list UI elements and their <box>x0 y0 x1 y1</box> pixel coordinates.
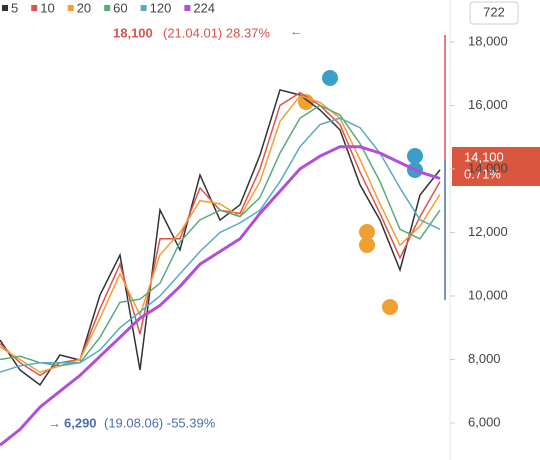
high-detail: (21.04.01) 28.37% <box>163 25 270 40</box>
current-price: 14,100 <box>464 149 504 164</box>
legend-label: 224 <box>193 0 215 15</box>
series-line <box>0 88 441 386</box>
period-button[interactable] <box>469 1 519 25</box>
legend-label: 60 <box>113 0 127 15</box>
legend-label: 120 <box>150 0 172 15</box>
legend-swatch <box>31 5 38 11</box>
legend-label: 10 <box>40 0 54 15</box>
y-tick-label: 14,000 <box>468 160 508 175</box>
y-tick-label: 8,000 <box>468 351 501 366</box>
low-price: 6,290 <box>64 415 97 430</box>
period-button-label: 722 <box>483 4 505 19</box>
y-tick-label: 10,000 <box>468 287 508 302</box>
legend-swatch <box>104 5 111 11</box>
series-line <box>0 117 441 373</box>
series-line <box>0 95 441 374</box>
legend-swatch <box>2 5 8 11</box>
low-detail: (19.08.06) -55.39% <box>104 415 216 430</box>
legend-swatch <box>140 5 147 11</box>
legend-label: 20 <box>77 0 91 15</box>
y-tick-label: 6,000 <box>468 414 501 429</box>
series-line <box>0 145 441 447</box>
y-tick-label: 12,000 <box>468 224 508 239</box>
current-change: 0.71% <box>464 166 501 181</box>
high-price: 18,100 <box>113 25 153 40</box>
y-tick-label: 16,000 <box>468 97 508 112</box>
current-price-box <box>452 147 540 186</box>
y-tick-label: 18,000 <box>468 33 508 48</box>
low-arrow: → <box>48 415 61 430</box>
legend-label: 5 <box>11 0 18 15</box>
legend-swatch <box>184 5 191 11</box>
legend-swatch <box>67 5 74 11</box>
high-arrow: ← <box>290 23 303 38</box>
series-line <box>0 104 441 367</box>
